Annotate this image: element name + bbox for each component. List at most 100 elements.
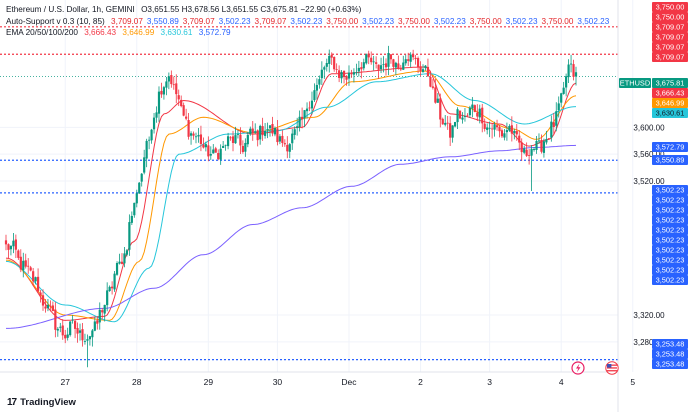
event-icons[interactable]: [571, 361, 619, 375]
price-tag: 3,253.48: [652, 339, 688, 349]
legend-auto-support-value: 3,750.00: [326, 16, 359, 26]
candle-body: [528, 155, 531, 156]
candle-body: [367, 53, 370, 58]
price-tag-background: [652, 359, 688, 369]
candle-body: [101, 310, 104, 313]
candle-body: [73, 320, 77, 329]
candle: [513, 128, 516, 140]
candle: [61, 319, 64, 340]
tradingview-logo[interactable]: 17 TradingView: [7, 397, 76, 408]
candle: [429, 70, 432, 88]
candle: [185, 108, 188, 121]
candle: [157, 86, 161, 122]
candle-body: [461, 117, 464, 120]
candle: [83, 333, 87, 345]
chart-legend: Ethereum / U.S. Dollar, 1h, GEMINI O3,65…: [6, 4, 609, 39]
candle-body: [22, 260, 25, 271]
candle-body: [236, 134, 240, 135]
candle: [500, 128, 504, 138]
candle-body: [466, 115, 469, 117]
candle-body: [360, 67, 363, 70]
ema-line: [5, 66, 577, 321]
candle-body: [177, 95, 180, 100]
candle: [135, 189, 138, 208]
candle: [41, 289, 45, 311]
candle: [528, 148, 531, 165]
candle-body: [377, 64, 380, 70]
candle: [212, 144, 215, 154]
price-tag-label: 3,253.48: [656, 360, 685, 369]
legend-symbol-line[interactable]: Ethereum / U.S. Dollar, 1h, GEMINI O3,65…: [6, 4, 609, 16]
tradingview-logo-icon: 17: [7, 397, 17, 408]
candle: [128, 214, 131, 256]
candle-body: [414, 57, 417, 60]
candle: [323, 65, 326, 79]
candle-body: [283, 143, 286, 145]
legend-ema20-value: 3,666.43: [84, 28, 117, 37]
candle: [444, 115, 447, 127]
candle-body: [212, 149, 215, 154]
candle: [550, 115, 553, 142]
candle-body: [69, 321, 72, 336]
lightning-event-icon[interactable]: [571, 361, 585, 375]
tradingview-name: TradingView: [20, 397, 76, 408]
legend-auto-support-label: Auto-Support v 0.3 (10, 85): [6, 16, 105, 26]
candle-body: [66, 334, 69, 338]
candle: [143, 149, 146, 175]
price-tag-label: 3,630.61: [656, 109, 685, 118]
candle: [461, 112, 464, 124]
candle-body: [402, 62, 405, 70]
candle: [436, 93, 439, 103]
symbol-tag-background: [619, 78, 651, 88]
candle: [394, 61, 397, 76]
candle-body: [189, 133, 193, 136]
candle: [296, 117, 299, 136]
candle-body: [515, 131, 518, 135]
legend-ema-line[interactable]: EMA 20/50/100/200 3,666.43 3,646.99 3,63…: [6, 27, 609, 39]
candle: [325, 58, 328, 72]
us-flag-event-icon[interactable]: [605, 361, 619, 375]
candle: [399, 64, 402, 72]
x-tick-label: 2: [418, 377, 423, 387]
support-resistance-levels: [0, 26, 618, 361]
candle-body: [495, 125, 499, 128]
candle: [111, 281, 114, 295]
candle-body: [382, 63, 385, 65]
candle-body: [340, 71, 343, 79]
candle-body: [226, 136, 230, 147]
candle: [466, 113, 469, 117]
candle: [64, 329, 67, 344]
candle: [562, 81, 565, 95]
candle-body: [207, 145, 210, 157]
candle-body: [254, 131, 257, 133]
candle: [46, 298, 50, 312]
candle: [261, 117, 264, 141]
price-tag-background: [652, 275, 688, 285]
candle-body: [128, 222, 131, 250]
candle-body: [125, 250, 129, 255]
candle: [236, 129, 240, 139]
price-tag: 3,550.89: [652, 155, 688, 165]
candle: [165, 77, 168, 96]
candle-body: [315, 84, 319, 91]
candle-body: [14, 239, 17, 250]
candle: [547, 138, 550, 140]
candle-body: [523, 148, 526, 153]
candle-body: [19, 256, 22, 270]
legend-auto-support-line[interactable]: Auto-Support v 0.3 (10, 85) 3,709.07 3,55…: [6, 16, 609, 28]
candle: [451, 125, 454, 143]
candle-body: [286, 144, 289, 152]
candle: [434, 78, 437, 104]
candle: [481, 103, 484, 133]
legend-auto-support-value: 3,502.23: [433, 16, 466, 26]
candle: [310, 91, 314, 115]
candle-body: [500, 130, 504, 137]
candle-body: [118, 261, 121, 264]
price-tag: 3,666.43: [652, 88, 688, 98]
candle: [148, 136, 151, 150]
candle-body: [44, 306, 47, 309]
candle: [404, 54, 407, 66]
candle: [347, 65, 351, 86]
candle: [355, 63, 358, 76]
